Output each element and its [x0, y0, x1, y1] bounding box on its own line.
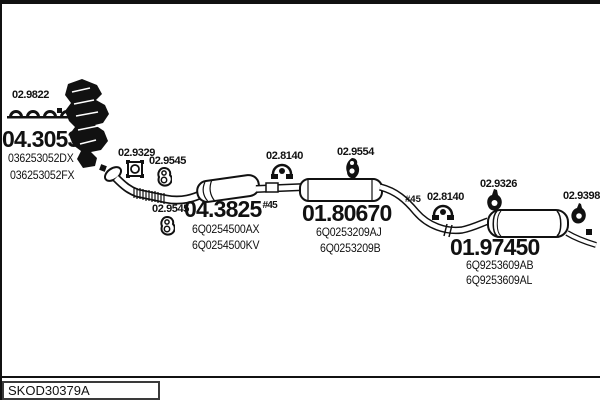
part-label-tail-clamp: 02.8140	[427, 191, 464, 203]
rubber-hanger-icon	[346, 158, 360, 179]
oe-number: 6Q9253609AL	[466, 273, 533, 287]
part-label-front-hanger-upper: 02.9545	[149, 155, 186, 167]
oe-number: 036253052FX	[10, 168, 75, 182]
mts-number-centre-muffler: 01.80670	[302, 200, 392, 226]
page-top-border	[0, 0, 600, 4]
rubber-hanger-icon	[157, 167, 172, 187]
part-label-front-flange-gasket: 02.9329	[118, 147, 155, 159]
mts-number-front-pipe-value: 04.3825	[184, 196, 262, 222]
rubber-hanger-icon	[160, 216, 175, 236]
centre-muffler-body	[299, 173, 383, 202]
rubber-hanger-icon	[571, 203, 586, 224]
part-label-centre-hanger: 02.9554	[337, 146, 374, 158]
oe-number: 6Q0254500KV	[192, 238, 260, 252]
part-label-manifold-gasket: 02.9822	[12, 89, 49, 101]
oe-number: 6Q9253609AB	[466, 258, 534, 272]
note-45-front-pipe: #45	[262, 200, 278, 211]
pipe-clamp-icon	[271, 163, 293, 179]
part-label-rear-hanger-rear: 02.9398	[563, 190, 600, 202]
page-left-border	[0, 0, 2, 400]
oe-number: 6Q0254500AX	[192, 222, 260, 236]
footer-rule	[0, 376, 600, 378]
rubber-hanger-icon	[487, 189, 502, 211]
drawing-code: SKOD30379A	[8, 383, 90, 398]
part-label-centre-clamp: 02.8140	[266, 150, 303, 162]
oe-number: 6Q0253209B	[320, 241, 381, 255]
mts-number-front-pipe: 04.3825#45	[184, 196, 278, 223]
rear-muffler-body	[487, 205, 569, 238]
mts-number-rear-muffler: 01.97450	[450, 234, 540, 260]
square-gasket-icon	[126, 160, 144, 178]
catalytic-converter	[196, 174, 260, 203]
oe-number: 036253052DX	[8, 151, 74, 165]
part-label-front-hanger-lower: 02.9545	[152, 203, 189, 215]
manifold-catalyst-drawing	[65, 79, 109, 168]
part-label-rear-hanger-front: 02.9326	[480, 178, 517, 190]
pipe-clamp-icon	[432, 204, 454, 220]
drawing-code-box: SKOD30379A	[2, 381, 160, 400]
flex-pipe-ribs	[133, 187, 165, 204]
oe-number: 6Q0253209AJ	[316, 225, 382, 239]
note-45-tail: #45	[405, 194, 421, 205]
mts-number-manifold: 04.3053	[2, 126, 80, 152]
